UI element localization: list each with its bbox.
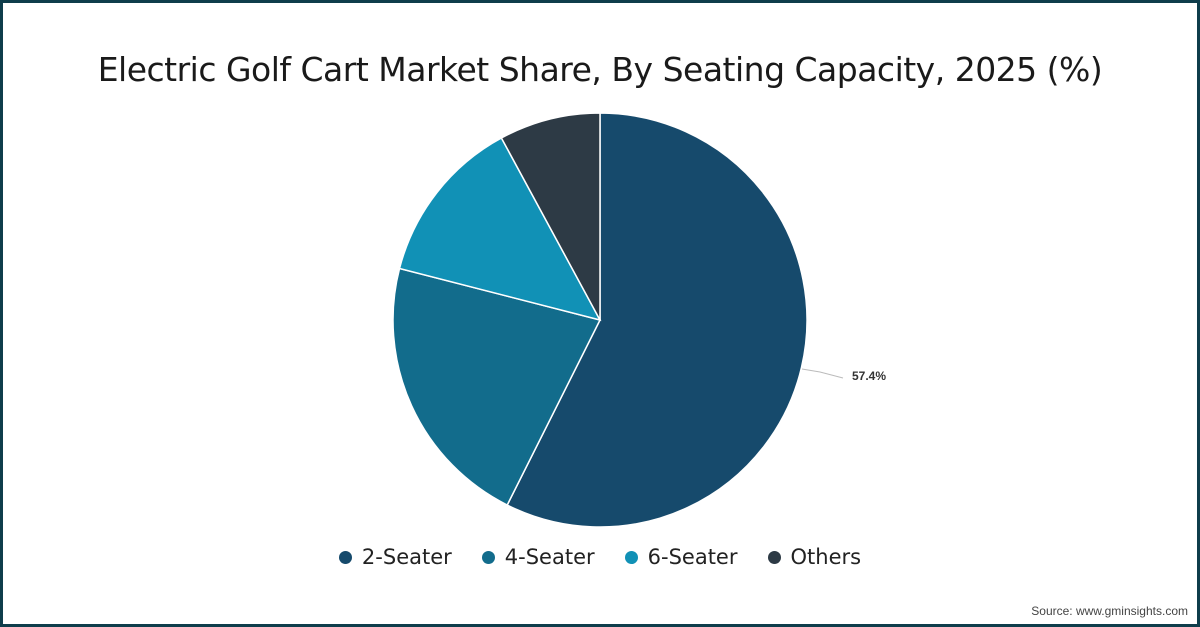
legend-item-2-seater[interactable]: 2-Seater [338,545,452,569]
source-note: Source: www.gminsights.com [1031,604,1188,618]
legend-item-6-seater[interactable]: 6-Seater [624,545,738,569]
pie-slices [392,112,808,528]
legend-dot-icon [338,550,352,564]
pie-slice-4-seater[interactable] [392,267,602,507]
pie-slice-6-seater[interactable] [398,136,602,322]
legend-label: 6-Seater [647,545,738,569]
legend-label: Others [790,545,862,569]
pie-slice-2-seater[interactable] [506,112,808,528]
legend-dot-icon [624,550,638,564]
legend-dot-icon [767,550,781,564]
legend-item-4-seater[interactable]: 4-Seater [481,545,595,569]
legend-label: 2-Seater [361,545,452,569]
chart-title: Electric Golf Cart Market Share, By Seat… [97,50,1103,89]
legend-dot-icon [481,550,495,564]
legend-label: 4-Seater [504,545,595,569]
legend-item-others[interactable]: Others [767,545,862,569]
data-label-2-seater: 57.4% [852,369,887,383]
pie-slice-others[interactable] [500,112,601,321]
legend: 2-Seater 4-Seater 6-Seater Others [0,545,1200,569]
leader-line [801,368,844,379]
